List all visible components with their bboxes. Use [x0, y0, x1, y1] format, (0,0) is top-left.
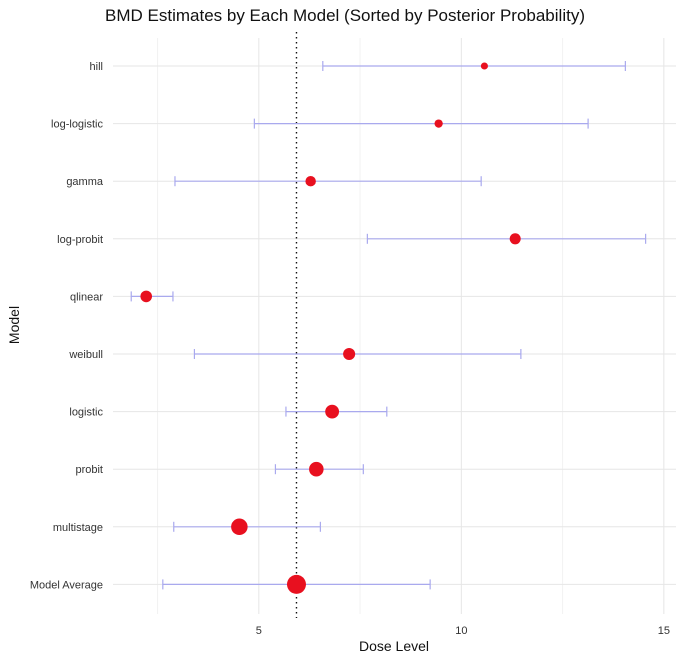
bmd-point: [480, 62, 488, 70]
x-tick-label: 5: [256, 625, 262, 637]
bmd-point: [509, 233, 521, 245]
y-tick-label: gamma: [66, 176, 104, 188]
x-axis-title: Dose Level: [359, 638, 429, 654]
chart-title: BMD Estimates by Each Model (Sorted by P…: [105, 6, 585, 25]
y-tick-label: weibull: [68, 349, 103, 361]
bmd-point: [325, 404, 340, 419]
bmd-point: [434, 119, 443, 128]
bmd-point: [305, 175, 316, 187]
y-tick-label: logistic: [69, 407, 103, 419]
x-tick-labels: 5 10 15: [256, 625, 670, 637]
x-tick-label: 10: [455, 625, 467, 637]
y-tick-label: log-probit: [57, 234, 103, 246]
y-tick-label: multistage: [53, 522, 103, 534]
grid: [113, 38, 676, 614]
bmd-point: [231, 518, 248, 536]
bmd-point: [309, 461, 324, 477]
y-tick-label: Model Average: [30, 579, 103, 591]
y-tick-labels: hill log-logistic gamma log-probit qlinear we…: [30, 61, 104, 591]
point-group: [140, 62, 521, 594]
y-tick-label: log-logistic: [51, 119, 103, 131]
interval-group: [130, 61, 647, 590]
bmd-point: [140, 290, 153, 303]
y-tick-label: probit: [75, 464, 103, 476]
y-tick-label: qlinear: [70, 291, 103, 303]
x-tick-label: 15: [658, 625, 670, 637]
bmd-point: [286, 574, 306, 594]
y-axis-title: Model: [6, 306, 22, 344]
y-tick-label: hill: [90, 61, 103, 73]
bmd-point: [343, 347, 356, 361]
